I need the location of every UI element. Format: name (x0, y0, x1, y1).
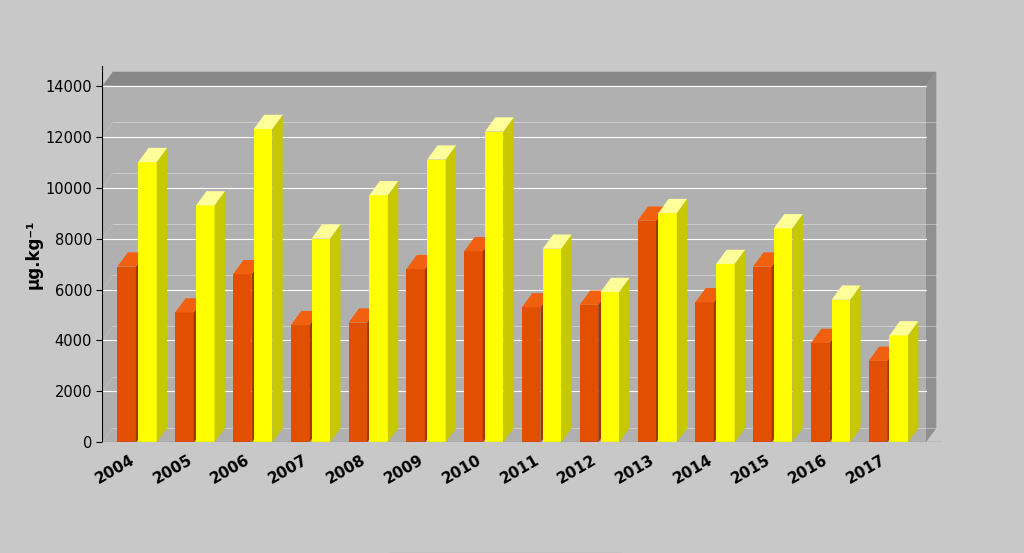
Polygon shape (829, 329, 840, 442)
Polygon shape (620, 278, 630, 442)
Polygon shape (113, 71, 936, 428)
Polygon shape (196, 191, 225, 206)
Polygon shape (772, 252, 782, 442)
Polygon shape (425, 255, 435, 442)
Polygon shape (175, 312, 194, 442)
Polygon shape (311, 225, 341, 238)
Polygon shape (890, 336, 908, 442)
Polygon shape (543, 234, 571, 249)
Polygon shape (638, 221, 656, 442)
Polygon shape (233, 260, 262, 274)
Polygon shape (175, 298, 204, 312)
Polygon shape (370, 181, 398, 195)
Polygon shape (427, 160, 445, 442)
Polygon shape (464, 251, 482, 442)
Polygon shape (272, 115, 283, 442)
Polygon shape (367, 309, 378, 442)
Polygon shape (214, 191, 225, 442)
Polygon shape (908, 321, 919, 442)
Polygon shape (714, 288, 724, 442)
Polygon shape (118, 267, 136, 442)
Polygon shape (695, 302, 714, 442)
Polygon shape (541, 293, 551, 442)
Polygon shape (716, 250, 745, 264)
Polygon shape (370, 195, 388, 442)
Polygon shape (811, 329, 840, 343)
Polygon shape (561, 234, 571, 442)
Polygon shape (774, 228, 793, 442)
Polygon shape (753, 267, 772, 442)
Polygon shape (252, 260, 262, 442)
Polygon shape (102, 86, 926, 442)
Polygon shape (194, 298, 204, 442)
Polygon shape (464, 237, 494, 251)
Polygon shape (138, 148, 167, 162)
Polygon shape (831, 285, 860, 300)
Polygon shape (868, 347, 898, 361)
Polygon shape (118, 252, 146, 267)
Polygon shape (868, 361, 887, 442)
Polygon shape (485, 132, 504, 442)
Polygon shape (600, 278, 630, 292)
Polygon shape (407, 255, 435, 269)
Polygon shape (330, 225, 341, 442)
Polygon shape (233, 274, 252, 442)
Polygon shape (890, 321, 919, 336)
Polygon shape (388, 181, 398, 442)
Polygon shape (774, 214, 803, 228)
Polygon shape (887, 347, 898, 442)
Polygon shape (522, 293, 551, 307)
Polygon shape (793, 214, 803, 442)
Polygon shape (734, 250, 745, 442)
Polygon shape (522, 307, 541, 442)
Polygon shape (291, 311, 319, 325)
Polygon shape (157, 148, 167, 442)
Polygon shape (677, 199, 687, 442)
Polygon shape (427, 145, 456, 160)
Polygon shape (254, 129, 272, 442)
Polygon shape (658, 213, 677, 442)
Polygon shape (831, 300, 850, 442)
Polygon shape (850, 285, 860, 442)
Polygon shape (196, 206, 214, 442)
Polygon shape (291, 325, 309, 442)
Y-axis label: μg.kg⁻¹: μg.kg⁻¹ (25, 220, 42, 289)
Polygon shape (580, 290, 608, 305)
Polygon shape (926, 71, 936, 442)
Polygon shape (580, 305, 598, 442)
Polygon shape (348, 309, 378, 322)
Polygon shape (504, 117, 514, 442)
Polygon shape (311, 238, 330, 442)
Polygon shape (811, 343, 829, 442)
Polygon shape (254, 115, 283, 129)
Polygon shape (445, 145, 456, 442)
Polygon shape (309, 311, 319, 442)
Polygon shape (753, 252, 782, 267)
Polygon shape (658, 199, 687, 213)
Polygon shape (482, 237, 494, 442)
Polygon shape (716, 264, 734, 442)
Polygon shape (485, 117, 514, 132)
Polygon shape (656, 206, 667, 442)
Polygon shape (407, 269, 425, 442)
Polygon shape (136, 252, 146, 442)
Polygon shape (348, 322, 367, 442)
Polygon shape (102, 71, 936, 86)
Polygon shape (543, 249, 561, 442)
Polygon shape (600, 292, 620, 442)
Polygon shape (138, 162, 157, 442)
Polygon shape (695, 288, 724, 302)
Polygon shape (638, 206, 667, 221)
Polygon shape (598, 290, 608, 442)
